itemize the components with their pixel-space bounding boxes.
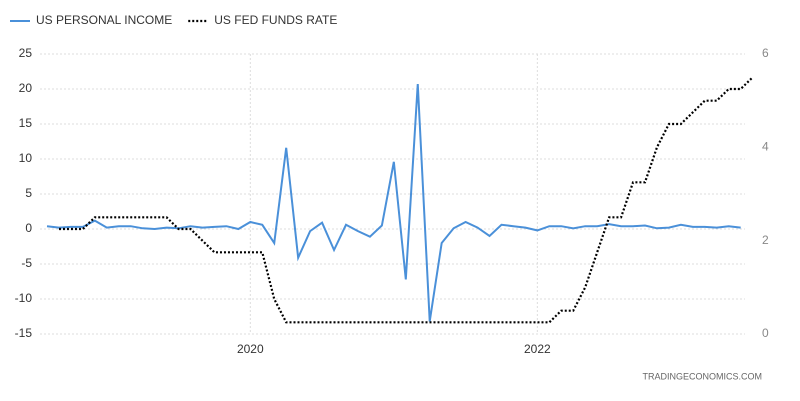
series-line	[46, 84, 741, 322]
y2-tick-label: 2	[762, 233, 769, 247]
series-line	[58, 76, 754, 324]
y-tick-label: 5	[25, 186, 32, 200]
y2-tick-label: 0	[762, 326, 769, 340]
y-tick-label: 15	[19, 116, 33, 130]
y-tick-label: 10	[19, 151, 33, 165]
source: TRADINGECONOMICS.COM	[642, 371, 762, 381]
y-tick-label: 25	[19, 46, 33, 60]
y-tick-label: -5	[21, 256, 32, 270]
y2-tick-label: 6	[762, 46, 769, 60]
legend-label: US FED FUNDS RATE	[214, 13, 337, 27]
legend-label: US PERSONAL INCOME	[36, 13, 172, 27]
x-tick-label: 2022	[524, 342, 551, 356]
y-tick-label: 20	[19, 81, 33, 95]
y-tick-label: -15	[15, 326, 33, 340]
y2-tick-label: 4	[762, 140, 769, 154]
y-tick-label: -10	[15, 291, 33, 305]
x-tick-label: 2020	[237, 342, 264, 356]
y-tick-label: 0	[25, 221, 32, 235]
